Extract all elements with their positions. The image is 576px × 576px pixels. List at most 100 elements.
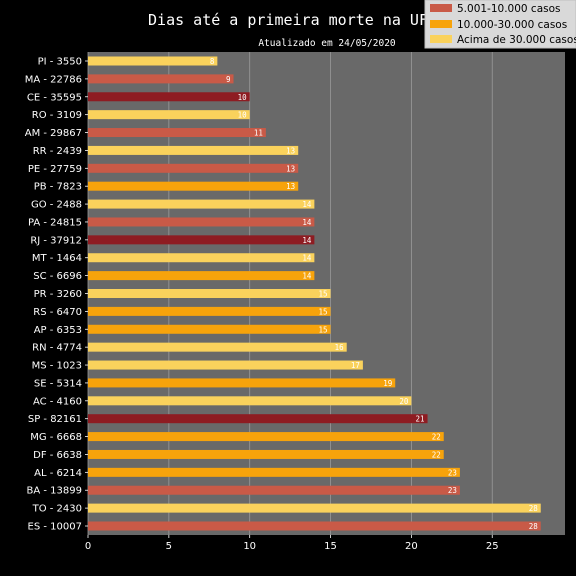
bar-value-label-15: 15 [319, 325, 328, 334]
x-tick-label-20: 20 [405, 541, 418, 552]
x-tick-label-5: 5 [166, 541, 172, 552]
bar-value-label-9: 14 [302, 218, 312, 227]
y-tick-label-9: PA - 24815 [28, 217, 82, 228]
y-tick-label-20: SP - 82161 [28, 414, 82, 425]
bar-value-label-22: 22 [432, 450, 441, 459]
bar-value-label-12: 14 [302, 272, 312, 281]
bar-12 [88, 271, 315, 281]
bar-10 [88, 235, 315, 245]
chart-subtitle: Atualizado em 24/05/2020 [258, 38, 396, 49]
bar-value-label-25: 28 [529, 504, 539, 513]
x-tick-label-25: 25 [486, 541, 499, 552]
y-tick-label-14: RS - 6470 [33, 307, 82, 318]
bar-2 [88, 92, 250, 102]
bar-1 [88, 74, 234, 84]
y-tick-label-21: MG - 6668 [30, 432, 82, 443]
y-tick-label-5: RR - 2439 [33, 146, 82, 157]
y-tick-label-2: CE - 35595 [27, 92, 82, 103]
bar-value-label-4: 11 [254, 129, 263, 138]
bar-20 [88, 414, 428, 424]
bar-11 [88, 253, 315, 263]
bar-4 [88, 128, 266, 138]
y-tick-label-8: GO - 2488 [31, 200, 82, 211]
y-tick-label-16: RN - 4774 [32, 343, 82, 354]
x-tick-label-0: 0 [85, 541, 91, 552]
bar-value-label-19: 20 [399, 397, 409, 406]
bar-value-label-7: 13 [286, 182, 295, 191]
bar-value-label-0: 8 [210, 57, 215, 66]
y-tick-label-11: MT - 1464 [32, 253, 82, 264]
y-tick-labels: PI - 3550 MA - 22786 CE - 35595 RO - 3109 AM… [25, 57, 88, 533]
bar-5 [88, 145, 299, 155]
legend-label-1: 10.000-30.000 casos [457, 19, 567, 31]
bar-9 [88, 217, 315, 227]
bar-14 [88, 306, 331, 316]
bar-26 [88, 521, 541, 531]
bar-value-label-13: 15 [319, 290, 328, 299]
legend-label-2: Acima de 30.000 casos [457, 34, 576, 46]
legend-swatch-1 [430, 20, 452, 28]
bar-value-label-2: 10 [238, 93, 248, 102]
bar-3 [88, 110, 250, 120]
y-tick-label-18: SE - 5314 [34, 378, 82, 389]
y-tick-label-15: AP - 6353 [34, 325, 82, 336]
bar-21 [88, 432, 444, 442]
bar-value-label-21: 22 [432, 433, 441, 442]
y-tick-label-6: PE - 27759 [28, 164, 82, 175]
y-tick-label-12: SC - 6696 [33, 271, 82, 282]
y-tick-label-19: AC - 4160 [33, 396, 82, 407]
y-tick-label-1: MA - 22786 [25, 74, 82, 85]
bar-6 [88, 163, 299, 173]
y-tick-label-13: PR - 3260 [34, 289, 82, 300]
bar-15 [88, 324, 331, 334]
y-tick-label-24: BA - 13899 [27, 486, 82, 497]
bar-value-label-3: 10 [238, 111, 248, 120]
bar-value-label-11: 14 [302, 254, 312, 263]
chart-title: Dias até a primeira morte na UF [148, 11, 428, 29]
y-tick-label-7: PB - 7823 [34, 182, 82, 193]
y-tick-label-4: AM - 29867 [25, 128, 82, 139]
bar-value-label-20: 21 [416, 415, 425, 424]
bar-value-label-10: 14 [302, 236, 312, 245]
bar-0 [88, 56, 218, 66]
bar-value-label-24: 23 [448, 486, 457, 495]
y-tick-label-3: RO - 3109 [32, 110, 82, 121]
bar-19 [88, 396, 412, 406]
bar-value-label-16: 16 [335, 343, 345, 352]
y-tick-label-23: AL - 6214 [34, 468, 82, 479]
bar-value-label-5: 13 [286, 146, 295, 155]
bar-13 [88, 289, 331, 298]
y-tick-label-26: ES - 10007 [28, 522, 82, 533]
legend-label-0: 5.001-10.000 casos [457, 3, 561, 15]
y-tick-label-22: DF - 6638 [33, 450, 82, 461]
y-tick-label-17: MS - 1023 [32, 361, 82, 372]
x-tick-label-10: 10 [243, 541, 256, 552]
y-tick-label-10: RJ - 37912 [30, 235, 82, 246]
bar-24 [88, 485, 460, 495]
y-tick-label-0: PI - 3550 [38, 57, 82, 68]
bar-23 [88, 467, 460, 477]
legend: 5.001-10.000 casos 10.000-30.000 casos A… [424, 0, 576, 49]
bar-18 [88, 378, 396, 388]
bars [88, 56, 541, 531]
bar-value-label-1: 9 [226, 75, 231, 84]
bar-16 [88, 342, 347, 352]
bar-value-label-8: 14 [302, 200, 312, 209]
bar-value-labels: 8 9 10 10 11 13 13 13 14 14 14 14 14 15 15 15 16 17 19 20 21… [210, 57, 538, 531]
bar-value-label-6: 13 [286, 164, 295, 173]
x-tick-label-15: 15 [324, 541, 337, 552]
legend-swatch-2 [430, 35, 452, 43]
bar-value-label-18: 19 [383, 379, 392, 388]
bar-17 [88, 360, 363, 370]
bar-value-label-23: 23 [448, 468, 457, 477]
bar-7 [88, 181, 299, 191]
bar-22 [88, 449, 444, 459]
bar-value-label-17: 17 [351, 361, 360, 370]
x-tick-labels: 0 5 10 15 20 25 [85, 535, 499, 552]
bar-value-label-26: 28 [529, 522, 539, 531]
bar-8 [88, 199, 315, 209]
legend-swatch-0 [430, 4, 452, 12]
y-tick-label-25: TO - 2430 [32, 504, 82, 515]
bar-25 [88, 503, 541, 513]
